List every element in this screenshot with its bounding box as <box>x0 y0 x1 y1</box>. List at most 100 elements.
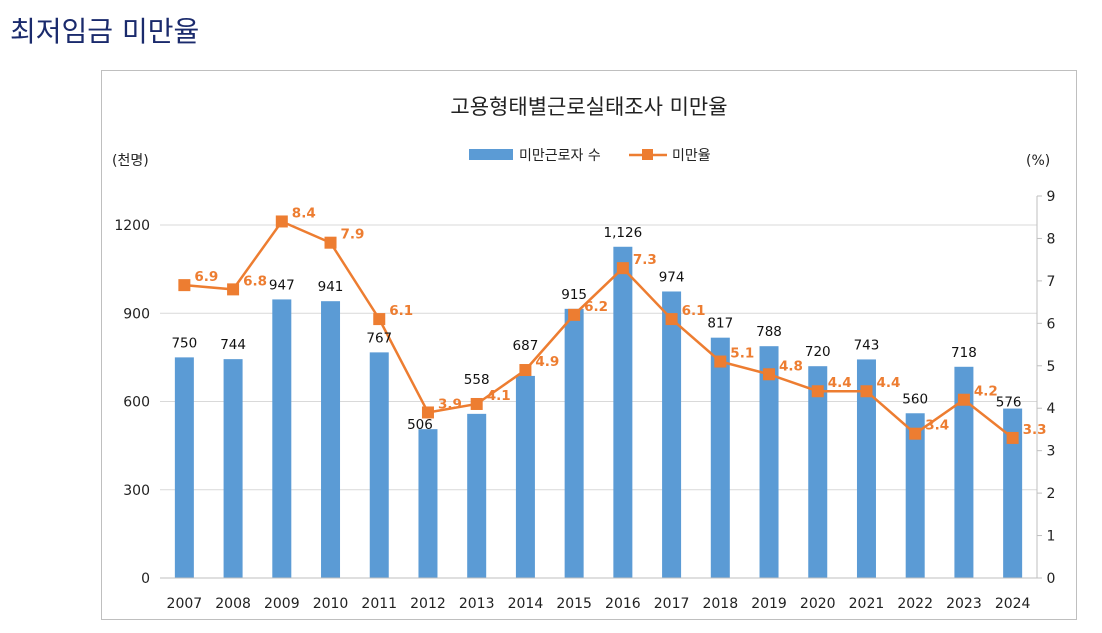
bar-value-label: 687 <box>513 338 539 354</box>
rate-value-label: 6.8 <box>243 273 267 289</box>
x-axis-tick-label: 2019 <box>751 596 787 612</box>
left-axis-unit: (천명) <box>112 153 149 169</box>
bar-value-label: 817 <box>707 316 733 332</box>
bar-value-label: 744 <box>220 337 246 353</box>
right-axis-tick-label: 9 <box>1047 189 1056 205</box>
rate-marker <box>811 385 824 398</box>
legend-bar-label: 미만근로자 수 <box>519 148 601 164</box>
rate-marker <box>957 393 970 406</box>
bar <box>1003 408 1023 578</box>
rate-value-label: 6.9 <box>194 269 218 285</box>
x-axis-tick-label: 2008 <box>215 596 251 612</box>
bar <box>613 246 633 579</box>
left-axis-tick-label: 900 <box>123 306 150 322</box>
rate-value-label: 4.9 <box>535 354 559 370</box>
bar <box>856 359 876 578</box>
rate-value-label: 3.3 <box>1023 422 1047 438</box>
legend-bar-swatch <box>469 149 513 160</box>
rate-line <box>184 219 1014 439</box>
rate-marker <box>227 283 240 296</box>
left-axis-tick-label: 1200 <box>114 218 150 234</box>
x-axis-tick-label: 2018 <box>702 596 738 612</box>
bar <box>515 375 535 578</box>
legend-line-label: 미만율 <box>672 148 711 164</box>
right-axis-tick-label: 2 <box>1047 486 1056 502</box>
bar <box>905 413 925 578</box>
rate-value-label: 4.2 <box>974 384 998 400</box>
right-axis-tick-label: 7 <box>1047 274 1056 290</box>
rate-marker <box>275 215 288 228</box>
left-axis-tick-label: 600 <box>123 395 150 411</box>
bar-value-label: 767 <box>366 330 392 346</box>
rate-value-label: 6.2 <box>584 299 608 315</box>
right-axis-tick-label: 0 <box>1047 571 1056 587</box>
right-axis-tick-label: 1 <box>1047 529 1056 545</box>
bar <box>954 366 974 578</box>
rate-value-label: 6.1 <box>682 303 706 319</box>
right-axis-tick-label: 5 <box>1047 359 1056 375</box>
rate-marker <box>324 236 337 249</box>
bar-value-label: 915 <box>561 287 587 303</box>
bar-value-label: 558 <box>464 372 490 388</box>
bar-value-label: 718 <box>951 345 977 361</box>
bar-value-label: 576 <box>996 395 1022 411</box>
rate-marker <box>1006 431 1019 444</box>
bar-value-label: 941 <box>318 279 344 295</box>
rate-marker <box>616 262 629 275</box>
rate-marker <box>909 427 922 440</box>
x-axis-tick-label: 2022 <box>897 596 933 612</box>
rate-marker <box>373 313 386 326</box>
rate-value-label: 4.8 <box>779 358 803 374</box>
x-axis-tick-label: 2021 <box>849 596 885 612</box>
bar <box>759 346 779 578</box>
bar <box>418 429 438 578</box>
rate-value-label: 7.9 <box>341 227 365 243</box>
rate-value-label: 4.4 <box>828 375 852 391</box>
rate-marker <box>421 406 434 419</box>
bar-value-label: 720 <box>805 344 831 360</box>
rate-value-label: 7.3 <box>633 252 657 268</box>
bar-series <box>174 246 1023 579</box>
right-axis-tick-label: 6 <box>1047 316 1056 332</box>
bar-value-label: 560 <box>902 391 928 407</box>
left-axis-tick-label: 0 <box>141 571 150 587</box>
chart-svg: 고용형태별근로실태조사 미만율 미만근로자 수 미만율 (천명) (%) 750… <box>112 95 1056 612</box>
x-axis-tick-label: 2014 <box>508 596 544 612</box>
bar-value-label: 947 <box>269 277 295 293</box>
right-axis-tick-label: 4 <box>1047 401 1056 417</box>
right-axis-tick-label: 3 <box>1047 444 1056 460</box>
page-title: 최저임금 미만율 <box>10 15 200 48</box>
bar-value-label: 506 <box>407 417 433 433</box>
bar <box>369 352 389 578</box>
rate-marker <box>519 364 532 377</box>
rate-value-label: 5.1 <box>730 346 754 362</box>
rate-value-label: 6.1 <box>389 303 413 319</box>
x-axis-tick-label: 2012 <box>410 596 446 612</box>
rate-marker <box>714 355 727 368</box>
rate-marker <box>860 385 873 398</box>
chart-frame: 고용형태별근로실태조사 미만율 미만근로자 수 미만율 (천명) (%) 750… <box>101 70 1077 620</box>
x-axis-tick-label: 2009 <box>264 596 300 612</box>
legend-line-marker <box>642 149 653 160</box>
rate-value-label: 3.9 <box>438 396 462 412</box>
legend: 미만근로자 수 미만율 <box>469 148 711 164</box>
bar <box>564 308 584 578</box>
grid-lines <box>160 224 1037 491</box>
bar-value-label: 974 <box>659 269 685 285</box>
bar <box>808 366 828 578</box>
chart-title: 고용형태별근로실태조사 미만율 <box>450 95 727 119</box>
bar <box>272 299 292 578</box>
right-axis-tick-label: 8 <box>1047 231 1056 247</box>
rate-marker <box>178 279 191 292</box>
bar-value-label: 1,126 <box>604 225 643 241</box>
bar <box>321 301 341 578</box>
rate-value-label: 8.4 <box>292 205 316 221</box>
bar <box>662 291 682 578</box>
bar-value-label: 750 <box>171 335 197 351</box>
rate-marker <box>568 308 581 321</box>
rate-value-label: 3.4 <box>925 418 949 434</box>
bar <box>467 413 487 578</box>
x-axis-tick-label: 2024 <box>995 596 1031 612</box>
bar <box>174 357 194 578</box>
left-axis-tick-label: 300 <box>123 483 150 499</box>
